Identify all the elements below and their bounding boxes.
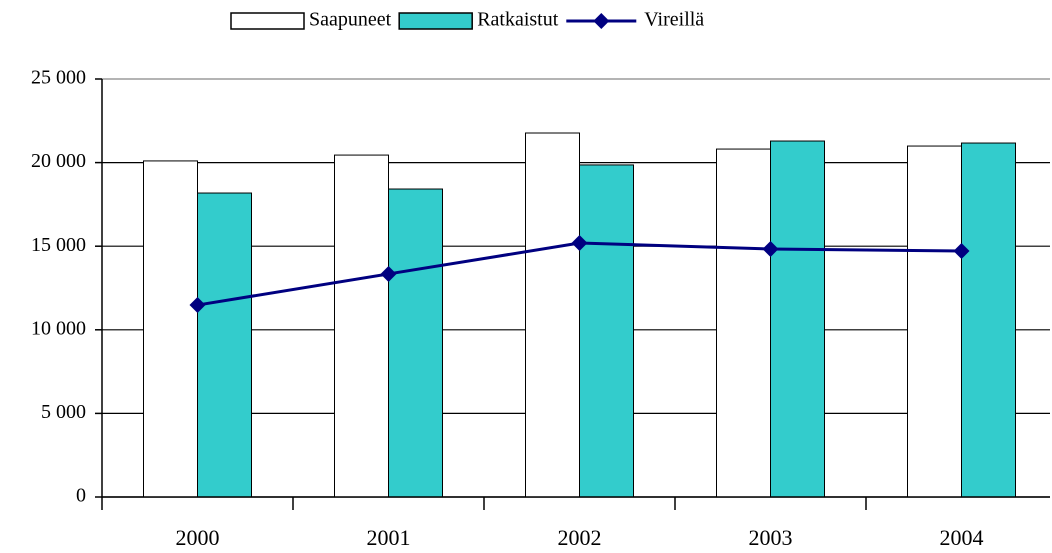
bar <box>197 192 252 498</box>
y-tick-label: 25 000 <box>31 67 86 89</box>
x-tick-label: 2000 <box>176 525 220 550</box>
bar <box>143 160 198 498</box>
legend-swatch <box>230 12 305 30</box>
y-tick-label: 15 000 <box>31 234 86 256</box>
marker <box>189 297 206 314</box>
x-tick-label: 2004 <box>940 525 984 550</box>
marker <box>380 265 397 282</box>
y-tick-label: 5 000 <box>41 401 86 423</box>
marker <box>762 241 779 258</box>
y-tick-label: 10 000 <box>31 317 86 339</box>
bar <box>579 164 634 498</box>
bar <box>907 145 962 498</box>
legend-label: Saapuneet <box>309 9 392 31</box>
x-tick-label: 2002 <box>558 525 602 550</box>
legend-label: Vireillä <box>644 9 704 31</box>
y-tick-label: 0 <box>76 485 86 507</box>
bar <box>525 132 580 498</box>
legend-label: Ratkaistut <box>477 9 559 31</box>
bar <box>716 148 771 498</box>
legend-marker <box>593 13 610 29</box>
marker <box>953 243 970 260</box>
x-tick-label: 2003 <box>749 525 793 550</box>
marker <box>571 235 588 252</box>
bar <box>388 188 443 498</box>
legend-swatch <box>398 12 473 30</box>
bar <box>334 154 389 498</box>
y-tick-label: 20 000 <box>31 150 86 172</box>
x-tick-label: 2001 <box>367 525 411 550</box>
bar <box>770 140 825 498</box>
bar <box>961 142 1016 498</box>
